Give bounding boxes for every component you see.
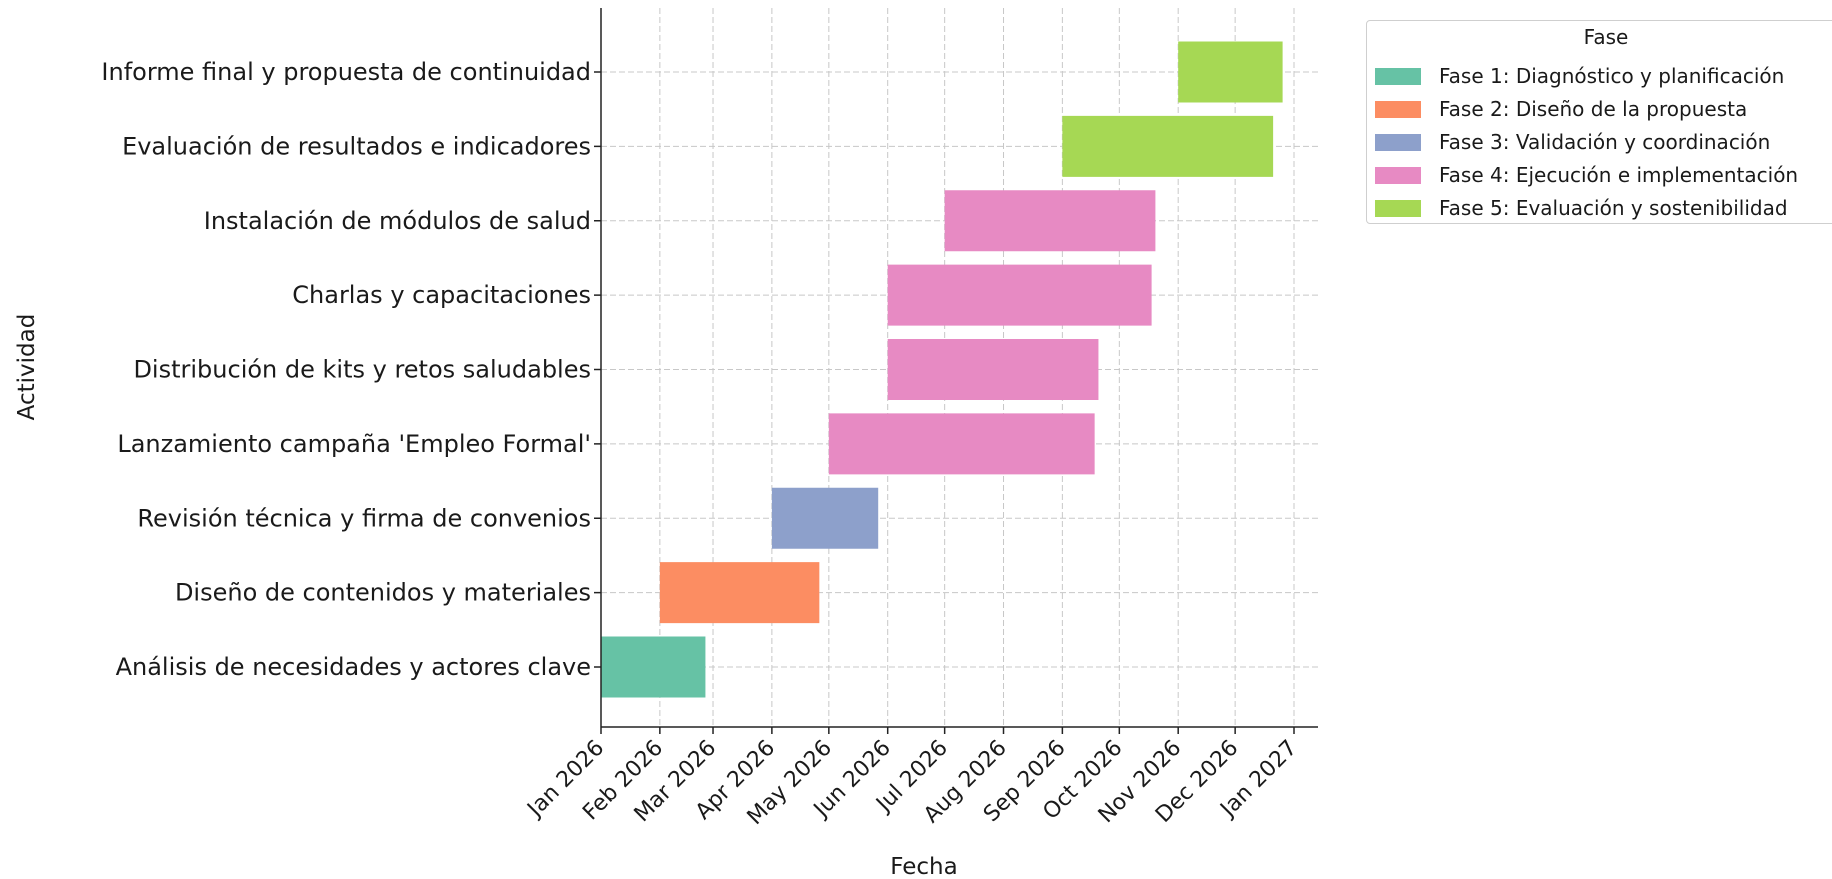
- legend-swatch-phase-5: [1375, 199, 1421, 217]
- task-bar: [828, 413, 1095, 475]
- legend-label-phase-5: Fase 5: Evaluación y sostenibilidad: [1439, 196, 1788, 220]
- task-bar: [1178, 41, 1283, 103]
- task-bar: [887, 339, 1099, 400]
- task-bar: [601, 636, 706, 698]
- legend-item-phase-2: Fase 2: Diseño de la propuesta: [1375, 94, 1747, 124]
- task-bars: [601, 41, 1283, 698]
- task-bar: [887, 264, 1152, 326]
- y-tick-label: Distribución de kits y retos saludables: [133, 356, 591, 384]
- axes: [600, 8, 1318, 728]
- y-tick-label: Diseño de contenidos y materiales: [175, 579, 591, 607]
- legend-label-phase-4: Fase 4: Ejecución e implementación: [1439, 163, 1799, 187]
- task-bar: [1062, 115, 1274, 177]
- legend-item-phase-3: Fase 3: Validación y coordinación: [1375, 127, 1770, 157]
- y-tick-labels: Informe final y propuesta de continuidad…: [101, 58, 601, 681]
- legend-swatch-phase-2: [1375, 100, 1421, 118]
- legend-swatch-phase-4: [1375, 166, 1421, 184]
- legend-swatch-phase-1: [1375, 67, 1421, 85]
- task-bar: [771, 487, 879, 549]
- y-tick-label: Análisis de necesidades y actores clave: [116, 653, 591, 681]
- task-bar: [944, 190, 1156, 252]
- legend-title: Fase: [1583, 25, 1629, 49]
- legend-item-phase-1: Fase 1: Diagnóstico y planificación: [1375, 61, 1784, 91]
- legend-label-phase-1: Fase 1: Diagnóstico y planificación: [1439, 64, 1785, 88]
- y-axis-label: Actividad: [14, 314, 40, 421]
- legend-item-phase-4: Fase 4: Ejecución e implementación: [1375, 160, 1798, 190]
- y-tick-label: Evaluación de resultados e indicadores: [122, 132, 591, 160]
- y-tick-label: Lanzamiento campaña 'Empleo Formal': [117, 430, 591, 458]
- y-tick-label: Instalación de módulos de salud: [204, 207, 591, 235]
- legend-item-phase-5: Fase 5: Evaluación y sostenibilidad: [1375, 193, 1788, 223]
- y-tick-label: Informe final y propuesta de continuidad: [101, 58, 591, 86]
- legend-swatch-phase-3: [1375, 133, 1421, 151]
- x-axis-label: Fecha: [890, 854, 957, 879]
- y-tick-label: Charlas y capacitaciones: [292, 281, 591, 309]
- legend: Fase Fase 1: Diagnóstico y planificación…: [1366, 20, 1832, 224]
- legend-label-phase-3: Fase 3: Validación y coordinación: [1439, 130, 1771, 154]
- task-bar: [659, 562, 820, 624]
- y-tick-label: Revisión técnica y firma de convenios: [137, 504, 591, 532]
- legend-label-phase-2: Fase 2: Diseño de la propuesta: [1439, 97, 1748, 121]
